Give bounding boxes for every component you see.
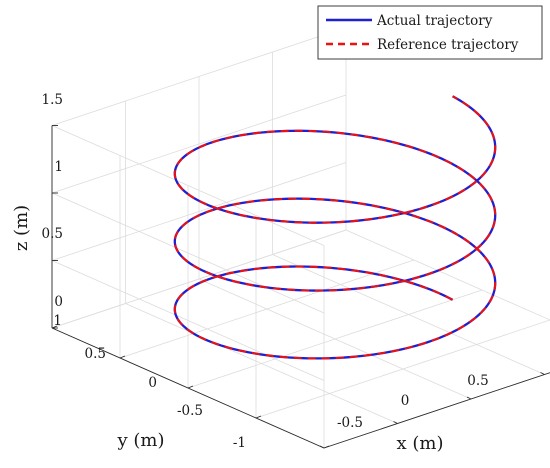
legend-label-reference: Reference trajectory — [377, 37, 519, 53]
x-tick-0: 0 — [401, 393, 410, 409]
y-tick-1: 1 — [53, 313, 62, 329]
side-wall-gridline — [51, 192, 325, 314]
y-axis-label: y (m) — [116, 430, 164, 451]
series-layer — [173, 95, 497, 360]
y-tick-neg0.5: -0.5 — [177, 403, 203, 419]
back-wall-gridline — [51, 94, 347, 194]
back-wall-gridline — [51, 229, 347, 329]
z-tick-1: 1 — [54, 159, 63, 175]
legend-label-actual: Actual trajectory — [376, 13, 493, 29]
side-wall-gridline — [51, 260, 325, 381]
z-tick-0: 0 — [54, 294, 63, 310]
z-axis-label: z (m) — [11, 205, 32, 251]
x-tick-mark — [393, 421, 398, 424]
back-wall-gridline — [51, 27, 347, 126]
x-tick-mark — [540, 372, 545, 375]
side-wall-gridline — [51, 125, 325, 246]
x-axis-label: x (m) — [397, 433, 444, 454]
z-tick-0.5: 0.5 — [42, 226, 63, 242]
reference-trajectory-line — [173, 95, 497, 360]
x-tick-mark — [319, 445, 325, 449]
axes-box — [51, 125, 550, 449]
legend-box — [317, 5, 543, 60]
floor-gridline — [255, 319, 550, 419]
x-tick-mark — [466, 396, 472, 400]
floor-gridline — [187, 289, 483, 389]
y-tick-0: 0 — [148, 375, 157, 391]
back-wall-gridline — [51, 162, 347, 261]
z-tick-1.5: 1.5 — [42, 92, 63, 108]
y-tick-mark — [187, 385, 194, 389]
x-tick-neg0.5: -0.5 — [337, 415, 363, 431]
floor-gridline — [119, 259, 415, 359]
y-tick-0.5: 0.5 — [85, 346, 106, 362]
y-tick-mark — [51, 325, 58, 329]
actual-trajectory-line — [173, 95, 497, 360]
y-tick-neg1: -1 — [233, 435, 246, 451]
y-tick-mark — [323, 445, 330, 449]
y-tick-mark — [255, 415, 262, 419]
legend: Actual trajectory Reference trajectory — [317, 5, 543, 60]
x-tick-0.5: 0.5 — [467, 373, 488, 389]
y-tick-mark — [119, 355, 126, 359]
